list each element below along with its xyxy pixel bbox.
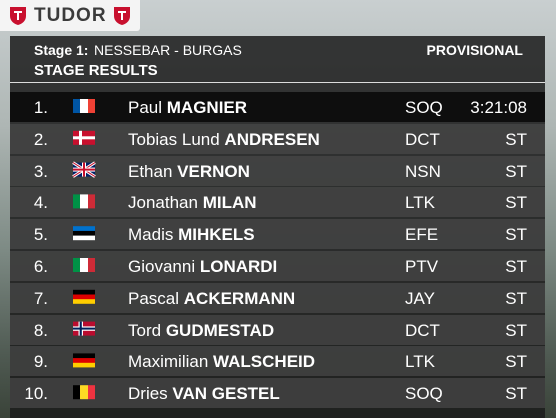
rank: 6. bbox=[33, 257, 48, 276]
status: PROVISIONAL bbox=[426, 42, 523, 58]
result-row: 4. Jonathan MILAN LTK ST bbox=[10, 187, 545, 218]
rank: 8. bbox=[33, 320, 48, 340]
first-name: Tord bbox=[128, 320, 162, 340]
result-row: 6. Giovanni LONARDI PTV ST bbox=[10, 251, 545, 281]
rider-name: Pascal ACKERMANN bbox=[128, 289, 295, 309]
rider-name: Tord GUDMESTAD bbox=[128, 321, 274, 341]
rank: 3. bbox=[33, 161, 48, 181]
last-name: MIHKELS bbox=[178, 225, 255, 245]
result-row: 2. Tobias Lund ANDRESEN DCT ST bbox=[10, 123, 545, 154]
first-name: Jonathan bbox=[128, 193, 198, 213]
rider-name: Tobias Lund ANDRESEN bbox=[128, 130, 320, 150]
rank: 2. bbox=[33, 129, 48, 149]
team: LTK bbox=[405, 352, 435, 372]
last-name: GUDMESTAD bbox=[165, 320, 275, 340]
time: ST bbox=[505, 225, 527, 245]
time: ST bbox=[505, 257, 527, 276]
result-row: 8. Tord GUDMESTAD DCT ST bbox=[10, 314, 545, 345]
time: ST bbox=[505, 320, 527, 340]
first-name: Madis bbox=[128, 225, 174, 245]
team: SOQ bbox=[405, 384, 443, 404]
result-row: 5. Madis MIHKELS EFE ST bbox=[10, 219, 545, 250]
last-name: LONARDI bbox=[199, 257, 278, 276]
rank: 9. bbox=[33, 352, 48, 372]
time: ST bbox=[505, 193, 527, 213]
result-row: 1. Paul MAGNIER SOQ 3:21:08 bbox=[10, 92, 545, 122]
team: EFE bbox=[405, 225, 439, 245]
rider-name: Madis MIHKELS bbox=[128, 225, 255, 245]
title: STAGE RESULTS bbox=[34, 62, 158, 79]
first-name: Tobias Lund bbox=[128, 129, 220, 149]
last-name: ANDRESEN bbox=[224, 129, 320, 149]
time: ST bbox=[505, 384, 527, 404]
team: PTV bbox=[405, 257, 439, 276]
rider-name: Dries VAN GESTEL bbox=[128, 384, 280, 404]
rider-name: Jonathan MILAN bbox=[128, 193, 257, 213]
first-name: Paul bbox=[128, 98, 163, 117]
rank: 7. bbox=[33, 288, 48, 308]
time: ST bbox=[505, 352, 527, 372]
team: DCT bbox=[405, 320, 440, 340]
result-row: 10. Dries VAN GESTEL SOQ ST bbox=[10, 378, 545, 409]
header-rule bbox=[10, 82, 545, 83]
time: ST bbox=[505, 161, 527, 181]
time: 3:21:08 bbox=[470, 98, 527, 117]
rank: 10. bbox=[24, 384, 48, 404]
result-row: 3. Ethan VERNON NSN ST bbox=[10, 155, 545, 186]
last-name: VERNON bbox=[177, 161, 250, 181]
rank: 1. bbox=[33, 98, 48, 117]
first-name: Dries bbox=[128, 384, 168, 404]
first-name: Pascal bbox=[128, 288, 180, 308]
brand: TUDOR bbox=[34, 5, 107, 26]
result-row: 7. Pascal ACKERMANN JAY ST bbox=[10, 282, 545, 313]
first-name: Giovanni bbox=[128, 257, 196, 276]
rank: 5. bbox=[33, 225, 48, 245]
team: NSN bbox=[405, 161, 441, 181]
rider-name: Maximilian WALSCHEID bbox=[128, 352, 315, 372]
team: SOQ bbox=[405, 98, 443, 117]
last-name: WALSCHEID bbox=[213, 352, 316, 372]
last-name: VAN GESTEL bbox=[172, 384, 280, 404]
stage-label: Stage 1: bbox=[34, 42, 89, 58]
first-name: Maximilian bbox=[128, 352, 209, 372]
team: JAY bbox=[405, 288, 435, 308]
time: ST bbox=[505, 129, 527, 149]
last-name: ACKERMANN bbox=[183, 288, 296, 308]
rank: 4. bbox=[33, 193, 48, 213]
result-row: 9. Maximilian WALSCHEID LTK ST bbox=[10, 346, 545, 377]
rider-name: Giovanni LONARDI bbox=[128, 257, 277, 277]
last-name: MILAN bbox=[202, 193, 257, 213]
team: LTK bbox=[405, 193, 435, 213]
first-name: Ethan bbox=[128, 161, 173, 181]
rider-name: Ethan VERNON bbox=[128, 162, 250, 182]
brand-shields bbox=[10, 7, 130, 25]
time: ST bbox=[505, 288, 527, 308]
team: DCT bbox=[405, 129, 440, 149]
stage-name: NESSEBAR - BURGAS bbox=[94, 42, 242, 58]
last-name: MAGNIER bbox=[166, 98, 248, 117]
rider-name: Paul MAGNIER bbox=[128, 98, 247, 118]
brand-tab: TUDOR bbox=[0, 0, 140, 31]
